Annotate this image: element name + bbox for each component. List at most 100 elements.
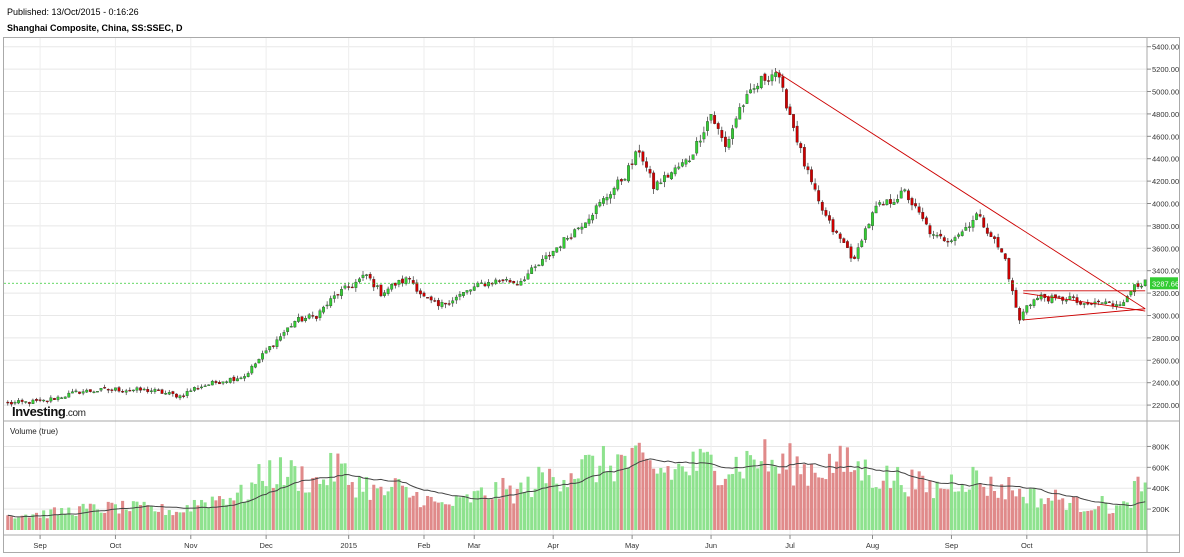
volume-bar-down [946,489,950,530]
price-tick-label: 2800.00 [1152,334,1179,343]
volume-bar-up [526,476,530,530]
volume-bar-down [1018,488,1022,530]
candle-down [917,206,921,213]
candle-up [1032,299,1036,306]
candle-down [401,278,404,284]
candle-up [1021,311,1025,320]
volume-bar-down [648,460,652,530]
candle-up [1133,284,1136,293]
volume-bar-down [720,485,724,530]
volume-bar-down [910,469,914,530]
candle-up [602,198,605,204]
volume-bar-up [472,491,476,530]
volume-bar-up [562,479,566,530]
volume-bar-up [670,479,674,530]
volume-bar-down [666,466,670,530]
volume-bar-up [296,490,300,530]
price-tick-label: 4400.00 [1152,155,1179,164]
candle-up [192,387,196,391]
candle-up [551,250,555,256]
candle-up [616,179,620,190]
candle-up [142,388,146,391]
volume-bar-up [207,507,211,530]
candle-down [1000,248,1004,253]
volume-bar-down [311,477,315,530]
candle-up [555,247,559,253]
candle-down [429,296,433,301]
price-tick-label: 3000.00 [1152,311,1179,320]
volume-bar-up [185,505,189,530]
candle-down [641,151,645,162]
volume-bar-down [1014,496,1018,530]
candle-up [584,222,587,228]
candle-up [81,391,85,394]
candle-down [146,389,150,392]
volume-bar-up [318,483,322,530]
volume-bar-down [795,456,799,530]
candle-down [666,174,670,178]
volume-bar-down [1010,490,1014,530]
volume-bar-up [731,473,735,530]
volume-bar-up [149,505,153,530]
candle-up [612,187,616,195]
candle-up [688,160,691,163]
volume-tick-label: 200K [1152,505,1170,514]
volume-bar-down [835,461,839,530]
volume-bar-down [921,475,925,530]
volume-bar-up [623,455,627,530]
volume-bar-up [1122,501,1126,530]
candle-up [124,390,128,393]
volume-bar-up [634,445,638,530]
volume-bar-up [680,466,684,530]
candle-down [368,274,372,279]
candle-down [314,316,318,319]
candle-up [67,392,71,398]
volume-bar-up [49,509,53,530]
candle-down [648,169,652,174]
price-tick-label: 2400.00 [1152,379,1179,388]
volume-bar-up [522,492,526,530]
candle-up [731,128,734,139]
volume-bar-down [415,492,419,530]
volume-bar-up [192,499,196,530]
volume-bar-up [494,482,498,530]
volume-bar-up [1114,505,1119,530]
candle-up [598,202,602,207]
volume-bar-up [282,485,286,530]
candle-up [1129,290,1133,296]
volume-bar-up [1064,510,1068,530]
volume-bar-up [505,489,509,530]
candle-down [652,172,656,190]
volume-bar-down [813,472,817,530]
candle-up [210,380,214,386]
volume-bar-down [942,488,946,530]
volume-bar-up [479,487,483,530]
candle-up [580,226,584,230]
volume-bar-down [174,511,178,530]
published-timestamp: Published: 13/Oct/2015 - 0:16:26 [7,7,139,17]
candle-up [537,264,541,267]
candle-up [562,237,566,249]
volume-bar-up [329,452,333,530]
volume-bar-up [357,476,361,530]
candle-down [817,190,821,202]
candle-up [390,284,394,290]
volume-bar-up [397,479,401,530]
volume-bar-up [544,483,548,530]
volume-bar-down [426,495,430,530]
volume-bar-up [551,477,555,530]
candle-down [723,136,727,147]
volume-bar-up [1021,496,1025,530]
candle-up [225,381,229,383]
candle-down [336,294,340,296]
candle-up [164,392,168,395]
candle-up [275,339,279,347]
candle-up [1143,279,1147,286]
candle-down [139,387,142,391]
candle-up [892,202,896,205]
volume-bar-up [228,497,232,530]
candle-up [469,289,473,292]
candle-down [1107,301,1111,303]
volume-bar-up [239,484,243,530]
candle-up [358,278,361,282]
